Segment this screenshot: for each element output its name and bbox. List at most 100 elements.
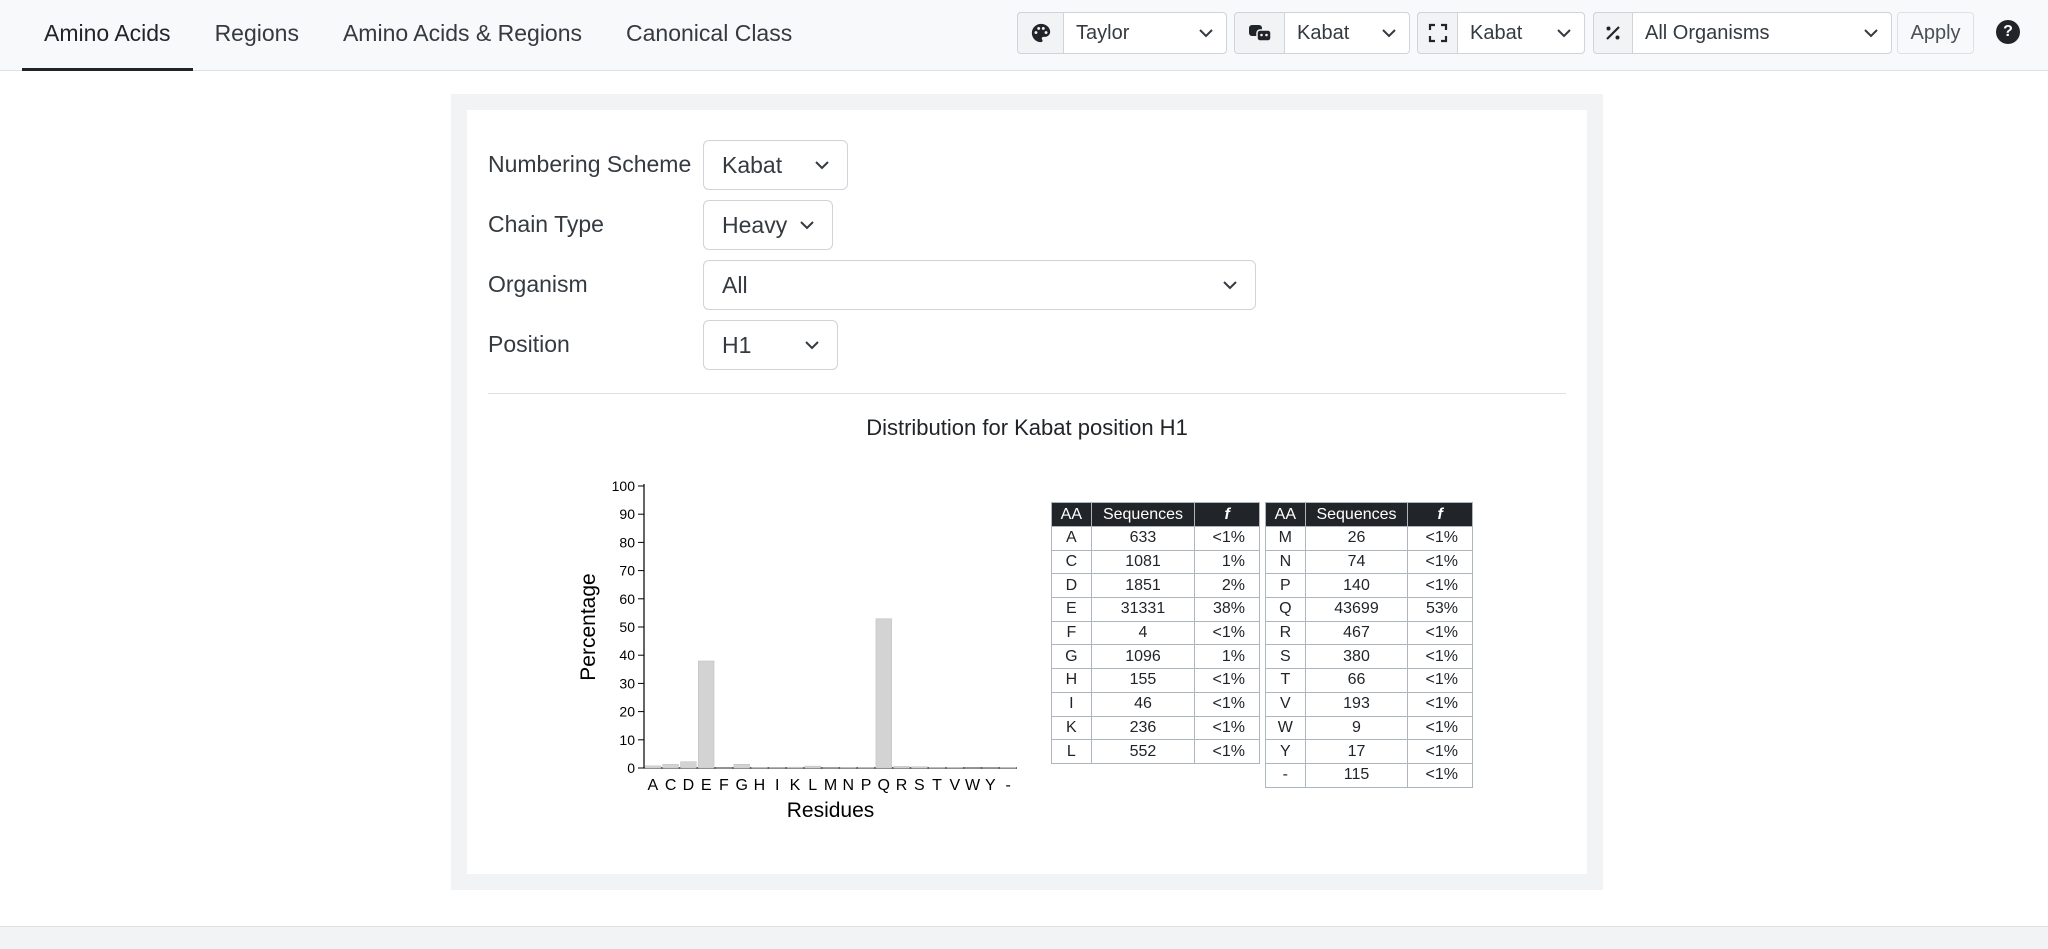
chain-type-select[interactable]: Heavy bbox=[703, 200, 833, 250]
table-row: T 66 <1% bbox=[1265, 668, 1473, 693]
chevron-down-icon bbox=[805, 341, 819, 350]
cell-f: <1% bbox=[1194, 715, 1260, 741]
organism-select-field[interactable]: All bbox=[703, 260, 1256, 310]
cell-aa: T bbox=[1265, 668, 1306, 693]
cell-sequences: 46 bbox=[1090, 691, 1196, 717]
cell-f: <1% bbox=[1407, 620, 1473, 646]
distribution-chart: 0 10 20 30 40 50 60 70 80 90 100 A C D E F G H I K L M N P Q R S T V… bbox=[577, 478, 1017, 822]
x-tick-label: P bbox=[861, 777, 872, 794]
cell-sequences: 31331 bbox=[1090, 597, 1196, 622]
cell-sequences: 236 bbox=[1090, 715, 1196, 741]
cell-aa: K bbox=[1051, 715, 1092, 741]
tab-amino-acids-regions[interactable]: Amino Acids & Regions bbox=[342, 20, 583, 46]
y-tick-label: 100 bbox=[612, 478, 636, 494]
tab-canonical-class[interactable]: Canonical Class bbox=[626, 20, 793, 46]
table-row: A 633 <1% bbox=[1051, 526, 1260, 551]
footer-bar bbox=[0, 926, 2048, 949]
cell-f: <1% bbox=[1407, 762, 1473, 788]
tab-amino-acids[interactable]: Amino Acids bbox=[22, 0, 193, 71]
region-scheme-select[interactable]: Kabat bbox=[1457, 12, 1585, 54]
table-row: N 74 <1% bbox=[1265, 549, 1473, 575]
table-row: C 1081 1% bbox=[1051, 549, 1260, 575]
col-header-sequences: Sequences bbox=[1090, 502, 1196, 527]
cell-f: <1% bbox=[1194, 620, 1260, 646]
table-row: D 1851 2% bbox=[1051, 573, 1260, 599]
color-scheme-group: Taylor bbox=[1017, 12, 1227, 54]
x-tick-label: S bbox=[914, 777, 925, 794]
nav-tabs: Amino Acids Regions Amino Acids & Region… bbox=[22, 0, 814, 71]
organism-label: Organism bbox=[488, 271, 588, 297]
cell-sequences: 43699 bbox=[1304, 597, 1409, 622]
cell-sequences: 26 bbox=[1304, 526, 1409, 551]
cell-aa: D bbox=[1051, 573, 1092, 599]
bar-C bbox=[662, 764, 679, 769]
x-tick-label: Y bbox=[985, 777, 996, 794]
col-header-f: f bbox=[1194, 502, 1260, 527]
cell-f: <1% bbox=[1407, 739, 1473, 764]
table-row: E 31331 38% bbox=[1051, 597, 1260, 622]
question-circle-icon[interactable]: ? bbox=[1996, 20, 2020, 44]
table-row: Y 17 <1% bbox=[1265, 739, 1473, 764]
organism-select[interactable]: All Organisms bbox=[1632, 12, 1892, 54]
x-tick-label: C bbox=[665, 777, 677, 794]
table-row: V 193 <1% bbox=[1265, 691, 1473, 717]
cell-aa: G bbox=[1051, 644, 1092, 670]
y-tick-label: 90 bbox=[619, 506, 635, 522]
cell-aa: I bbox=[1051, 691, 1092, 717]
cell-sequences: 115 bbox=[1304, 762, 1409, 788]
x-tick-label: M bbox=[824, 777, 837, 794]
x-tick-label: L bbox=[808, 777, 817, 794]
chevron-down-icon bbox=[1223, 281, 1237, 290]
cell-sequences: 467 bbox=[1304, 620, 1409, 646]
x-tick-label: T bbox=[932, 777, 942, 794]
x-axis-label: Residues bbox=[787, 799, 875, 822]
masks-icon bbox=[1234, 12, 1284, 54]
position-select[interactable]: H1 bbox=[703, 320, 838, 370]
cell-sequences: 155 bbox=[1090, 668, 1196, 693]
table-row: -115 <1% bbox=[1265, 762, 1473, 788]
cell-f: <1% bbox=[1407, 644, 1473, 670]
distribution-table-right: AA Sequences f M 26 <1% N 74 <1% P 140 <1% Q 43699… bbox=[1265, 502, 1473, 788]
y-tick-label: 60 bbox=[619, 591, 635, 607]
col-header-sequences: Sequences bbox=[1304, 502, 1409, 527]
cell-f: <1% bbox=[1407, 668, 1473, 693]
cell-aa: E bbox=[1051, 597, 1092, 622]
numbering-select[interactable]: Kabat bbox=[1284, 12, 1410, 54]
tab-regions[interactable]: Regions bbox=[214, 20, 299, 46]
cell-aa: F bbox=[1051, 620, 1092, 646]
cell-aa: M bbox=[1265, 526, 1306, 551]
color-scheme-select[interactable]: Taylor bbox=[1063, 12, 1227, 54]
cell-f: <1% bbox=[1194, 668, 1260, 693]
apply-button[interactable]: Apply bbox=[1897, 12, 1974, 54]
cell-f: 38% bbox=[1194, 597, 1260, 622]
y-tick-label: 80 bbox=[619, 534, 635, 550]
divider bbox=[488, 393, 1566, 394]
expand-icon bbox=[1417, 12, 1457, 54]
numbering-scheme-value: Kabat bbox=[722, 151, 783, 178]
cell-f: <1% bbox=[1407, 526, 1473, 551]
region-scheme-group: Kabat bbox=[1417, 12, 1585, 54]
cell-sequences: 17 bbox=[1304, 739, 1409, 764]
cell-sequences: 633 bbox=[1090, 526, 1196, 551]
cell-aa: L bbox=[1051, 739, 1092, 764]
y-axis-label: Percentage bbox=[577, 573, 600, 680]
col-header-aa: AA bbox=[1265, 502, 1306, 527]
cell-f: 1% bbox=[1194, 644, 1260, 670]
chain-type-value: Heavy bbox=[722, 211, 788, 238]
cell-sequences: 380 bbox=[1304, 644, 1409, 670]
cell-sequences: 552 bbox=[1090, 739, 1196, 764]
chain-type-label: Chain Type bbox=[488, 211, 604, 237]
x-tick-label: Q bbox=[878, 777, 890, 794]
x-tick-label: - bbox=[1005, 777, 1010, 794]
numbering-group: Kabat bbox=[1234, 12, 1410, 54]
bar-V bbox=[946, 767, 963, 769]
chevron-down-icon bbox=[1557, 29, 1571, 38]
cell-aa: R bbox=[1265, 620, 1306, 646]
table-row: P 140 <1% bbox=[1265, 573, 1473, 599]
table-row: R 467 <1% bbox=[1265, 620, 1473, 646]
table-row: M 26 <1% bbox=[1265, 526, 1473, 551]
numbering-scheme-select[interactable]: Kabat bbox=[703, 140, 848, 190]
x-tick-label: I bbox=[775, 777, 779, 794]
x-tick-label: G bbox=[735, 777, 747, 794]
cell-aa: C bbox=[1051, 549, 1092, 575]
